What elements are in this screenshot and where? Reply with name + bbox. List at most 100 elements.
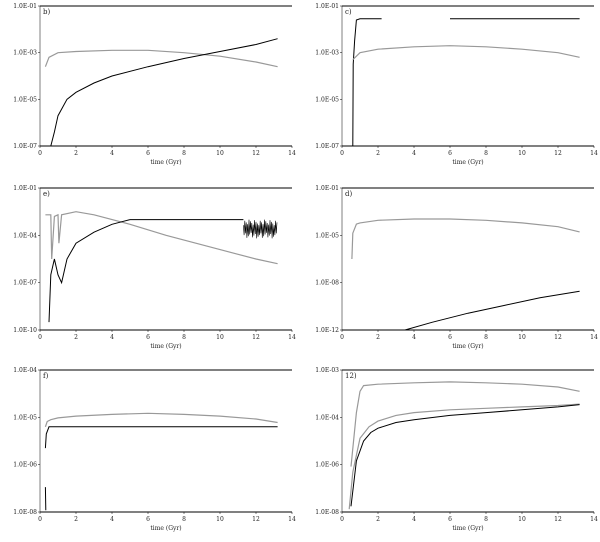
x-axis-label: time (Gyr) <box>452 159 483 166</box>
x-tick-label: 4 <box>412 150 416 157</box>
x-tick-label: 14 <box>288 150 296 157</box>
x-tick-label: 6 <box>448 334 452 341</box>
y-tick-label: 1.0E-06 <box>13 462 37 469</box>
x-tick-label: 4 <box>110 516 114 523</box>
x-tick-label: 4 <box>110 150 114 157</box>
series-line <box>48 219 131 323</box>
x-tick-label: 8 <box>182 150 186 157</box>
x-axis-label: time (Gyr) <box>150 159 181 166</box>
y-tick-label: 1.0E-01 <box>315 185 339 192</box>
y-tick-label: 1.0E-03 <box>13 50 37 57</box>
x-tick-label: 2 <box>376 334 380 341</box>
x-tick-label: 0 <box>38 516 42 523</box>
panel-label: c) <box>345 8 352 16</box>
y-tick-label: 1.0E-10 <box>13 327 37 334</box>
series-line <box>45 211 278 265</box>
x-tick-label: 0 <box>340 150 344 157</box>
x-tick-label: 12 <box>554 334 562 341</box>
series-line <box>351 218 580 260</box>
y-tick-label: 1.0E-01 <box>13 185 37 192</box>
x-tick-label: 10 <box>216 334 224 341</box>
x-tick-label: 12 <box>252 150 260 157</box>
y-tick-label: 1.0E-04 <box>13 232 37 239</box>
series-line <box>44 412 278 427</box>
series-line <box>350 381 580 467</box>
x-axis-label: time (Gyr) <box>452 343 483 350</box>
y-tick-label: 1.0E-01 <box>315 3 339 10</box>
x-tick-label: 4 <box>110 334 114 341</box>
x-tick-label: 0 <box>340 516 344 523</box>
x-tick-label: 10 <box>518 150 526 157</box>
x-axis-label: time (Gyr) <box>452 525 483 532</box>
x-tick-label: 0 <box>340 334 344 341</box>
x-tick-label: 14 <box>590 516 598 523</box>
series-line <box>50 38 278 147</box>
x-tick-label: 10 <box>216 150 224 157</box>
series-line <box>243 219 278 239</box>
x-tick-label: 6 <box>448 516 452 523</box>
x-tick-label: 10 <box>518 334 526 341</box>
series-line <box>44 426 278 449</box>
chart-panel-5: f) 0 2 4 6 8 10 12 14 1.0E-08 1.0E-06 1.0E-05 1.0E-0… <box>13 367 296 532</box>
y-tick-label: 1.0E-08 <box>13 509 37 516</box>
y-tick-label: 1.0E-12 <box>315 327 339 334</box>
y-tick-label: 1.0E-07 <box>315 143 339 150</box>
panel-label: d) <box>345 190 352 198</box>
panel-label: f) <box>43 372 49 380</box>
x-tick-label: 2 <box>74 516 78 523</box>
x-tick-label: 12 <box>252 516 260 523</box>
chart-panel-6: 12) 0 2 4 6 8 10 12 14 1.0E-08 1.0E-06 1.0E-04 1.0E-… <box>315 367 598 532</box>
x-tick-label: 6 <box>146 334 150 341</box>
y-tick-label: 1.0E-05 <box>315 96 339 103</box>
series-line <box>44 49 278 68</box>
x-tick-label: 14 <box>590 334 598 341</box>
y-tick-label: 1.0E-03 <box>315 367 339 374</box>
y-tick-label: 1.0E-05 <box>13 414 37 421</box>
y-tick-label: 1.0E-04 <box>315 414 339 421</box>
x-tick-label: 10 <box>216 516 224 523</box>
panel-label: b) <box>43 8 50 16</box>
series-line <box>404 290 580 331</box>
x-tick-label: 14 <box>590 150 598 157</box>
y-tick-label: 1.0E-07 <box>13 143 37 150</box>
x-tick-label: 6 <box>448 150 452 157</box>
series-line <box>348 403 580 510</box>
panel-label: e) <box>43 190 50 198</box>
series-line <box>350 404 580 507</box>
y-tick-label: 1.0E-08 <box>315 280 339 287</box>
chart-panel-1: b) 0 2 4 6 8 10 12 14 1.0E-07 1.0E-05 1.0E-03 1.0E-0… <box>13 3 296 166</box>
x-tick-label: 6 <box>146 516 150 523</box>
y-tick-label: 1.0E-03 <box>315 50 339 57</box>
chart-panel-2: c) 0 2 4 6 8 10 12 14 1.0E-07 1.0E-05 1.0E-03 1.0E-0… <box>315 3 598 166</box>
x-tick-label: 14 <box>288 334 296 341</box>
panel-label: 12) <box>345 372 357 380</box>
series-line <box>352 45 580 61</box>
y-tick-label: 1.0E-01 <box>13 3 37 10</box>
x-tick-label: 4 <box>412 334 416 341</box>
y-tick-label: 1.0E-07 <box>13 280 37 287</box>
x-tick-label: 8 <box>484 150 488 157</box>
x-tick-label: 12 <box>554 150 562 157</box>
x-tick-label: 8 <box>182 334 186 341</box>
x-tick-label: 2 <box>74 334 78 341</box>
y-tick-label: 1.0E-05 <box>315 232 339 239</box>
x-tick-label: 10 <box>518 516 526 523</box>
y-tick-label: 1.0E-06 <box>315 462 339 469</box>
x-axis-label: time (Gyr) <box>150 343 181 350</box>
x-tick-label: 2 <box>74 150 78 157</box>
x-tick-label: 8 <box>484 516 488 523</box>
y-tick-label: 1.0E-04 <box>13 367 37 374</box>
x-tick-label: 0 <box>38 334 42 341</box>
series-line <box>352 18 382 147</box>
y-tick-label: 1.0E-08 <box>315 509 339 516</box>
x-tick-label: 8 <box>484 334 488 341</box>
x-tick-label: 0 <box>38 150 42 157</box>
x-tick-label: 2 <box>376 150 380 157</box>
x-tick-label: 2 <box>376 516 380 523</box>
chart-panel-3: e) 0 2 4 6 8 10 12 14 1.0E-10 1.0E-07 1.0E-04 1.0E-0… <box>13 185 296 350</box>
y-tick-label: 1.0E-05 <box>13 96 37 103</box>
x-tick-label: 4 <box>412 516 416 523</box>
x-tick-label: 8 <box>182 516 186 523</box>
x-tick-label: 12 <box>252 334 260 341</box>
